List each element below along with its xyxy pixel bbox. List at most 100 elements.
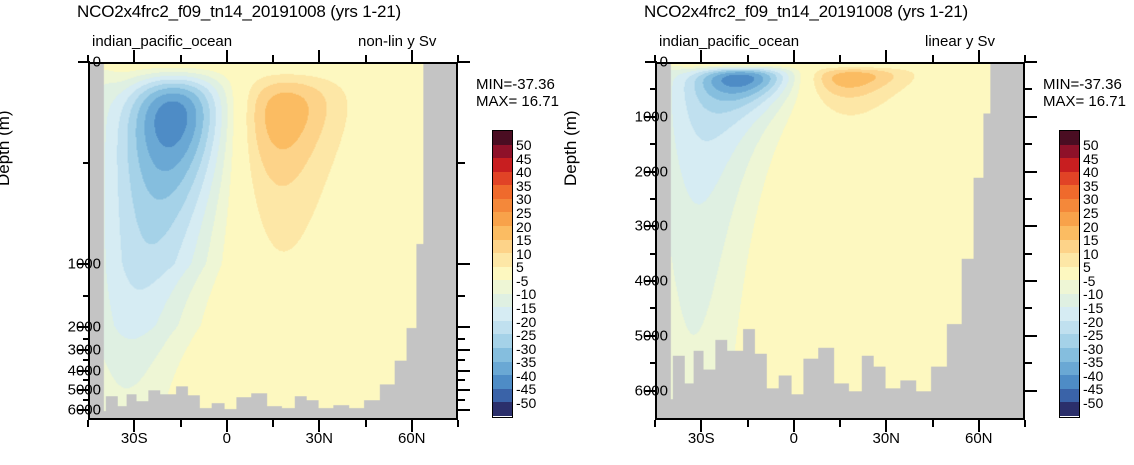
minmax-annotation: MIN=-37.36 MAX= 16.71 xyxy=(1043,76,1126,110)
y-tick-label: 5000 xyxy=(67,381,101,399)
colorbar xyxy=(1059,130,1080,418)
y-tick-label: 4000 xyxy=(67,362,101,380)
colorbar-segment xyxy=(493,307,512,321)
colorbar-tick-label: 45 xyxy=(1083,150,1099,167)
x-tick-major xyxy=(885,50,888,62)
colorbar-segment xyxy=(493,171,512,186)
colorbar-segment xyxy=(493,239,512,254)
y-tick-major xyxy=(1025,280,1037,283)
colorbar-segment xyxy=(1060,402,1079,416)
x-tick-label: 30N xyxy=(305,430,334,447)
colorbar-tick-label: 40 xyxy=(516,164,532,181)
colorbar-segment xyxy=(493,361,512,376)
plot-frame xyxy=(88,62,458,420)
x-tick-label: 60N xyxy=(397,430,426,447)
colorbar-tick-label: 10 xyxy=(1083,245,1099,262)
colorbar-segment xyxy=(1060,144,1079,159)
contour-canvas xyxy=(657,64,1023,418)
x-tick-major xyxy=(318,420,321,432)
y-tick-minor xyxy=(1025,197,1032,200)
colorbar-segment xyxy=(1060,212,1079,226)
max-value: MAX= 16.71 xyxy=(476,93,559,110)
colorbar-segment xyxy=(1060,334,1079,348)
y-tick-minor xyxy=(1025,143,1032,146)
x-tick-major xyxy=(225,50,228,62)
y-tick-label: 3000 xyxy=(67,341,101,359)
y-tick-major xyxy=(458,325,470,328)
y-tick-major xyxy=(645,389,657,392)
y-tick-major xyxy=(78,389,90,392)
colorbar-tick-label: -40 xyxy=(1083,367,1104,384)
colorbar-segment xyxy=(493,402,512,416)
y-tick-major xyxy=(458,349,470,352)
colorbar-tick-label: -45 xyxy=(1083,381,1104,398)
y-tick-major xyxy=(645,334,657,337)
y-tick-major xyxy=(645,170,657,173)
y-tick-major xyxy=(645,115,657,118)
colorbar-tick-label: 10 xyxy=(516,245,532,262)
panel-variant-label: linear y Sv xyxy=(925,33,996,50)
colorbar-tick-label: -40 xyxy=(516,367,537,384)
x-tick-minor xyxy=(931,55,934,62)
colorbar-segment xyxy=(493,158,512,172)
y-tick-major xyxy=(1025,115,1037,118)
colorbar-tick-label: -5 xyxy=(516,272,529,289)
min-value: MIN=-37.36 xyxy=(1043,76,1122,93)
x-tick-label: 0 xyxy=(222,430,231,447)
x-tick-label: 60N xyxy=(964,430,993,447)
x-tick-major xyxy=(133,420,136,432)
colorbar-tick-label: -10 xyxy=(1083,286,1104,303)
y-tick-major xyxy=(458,389,470,392)
colorbar-segment xyxy=(493,212,512,226)
x-tick-minor xyxy=(179,55,182,62)
y-tick-label: 6000 xyxy=(67,401,101,419)
colorbar-segment xyxy=(1060,280,1079,294)
colorbar-segment xyxy=(493,334,512,348)
colorbar-segment xyxy=(1060,225,1079,240)
colorbar-segment xyxy=(1060,293,1079,308)
colorbar-segment xyxy=(1060,266,1079,281)
y-tick-label: 0 xyxy=(92,53,101,71)
x-tick-minor xyxy=(87,55,89,62)
y-tick-label: 0 xyxy=(659,53,668,71)
colorbar-segment xyxy=(1060,198,1079,213)
colorbar-segment xyxy=(493,266,512,281)
y-tick-major xyxy=(78,325,90,328)
x-tick-label: 30S xyxy=(120,430,148,447)
colorbar-tick-label: 30 xyxy=(516,191,532,208)
x-tick-minor xyxy=(839,420,841,427)
colorbar-tick-label: -20 xyxy=(516,313,537,330)
panel-nonlinear-depth: NCO2x4frc2_f09_tn14_20191008 (yrs 1-21) … xyxy=(0,2,559,447)
x-tick-major xyxy=(700,50,703,62)
colorbar-tick-label: -35 xyxy=(516,354,537,371)
minmax-annotation: MIN=-37.36 MAX= 16.71 xyxy=(476,76,559,110)
y-tick-minor xyxy=(650,88,657,91)
x-tick-minor xyxy=(457,55,459,62)
y-tick-minor xyxy=(83,379,90,382)
y-tick-major xyxy=(458,61,470,63)
colorbar-segment xyxy=(493,388,512,403)
colorbar-tick-label: 35 xyxy=(1083,177,1099,194)
y-tick-label: 3000 xyxy=(634,217,668,235)
y-tick-minor xyxy=(1025,88,1032,91)
panel-variant-label: non-lin y Sv xyxy=(358,33,437,50)
y-tick-minor xyxy=(458,162,465,165)
x-tick-minor xyxy=(654,420,656,427)
y-axis-label: Depth (m) xyxy=(0,110,13,186)
y-tick-label: 4000 xyxy=(634,272,668,290)
plot-frame xyxy=(655,62,1025,420)
x-tick-minor xyxy=(364,420,367,427)
colorbar-segment xyxy=(1060,131,1079,145)
y-tick-major xyxy=(1025,334,1037,337)
max-value: MAX= 16.71 xyxy=(1043,93,1126,110)
x-tick-major xyxy=(977,50,980,62)
colorbar-tick-label: -30 xyxy=(1083,340,1104,357)
x-tick-minor xyxy=(272,420,274,427)
y-tick-major xyxy=(645,280,657,283)
colorbar-segment xyxy=(1060,253,1079,267)
panel-title: NCO2x4frc2_f09_tn14_20191008 (yrs 1-21) xyxy=(644,2,968,21)
colorbar-tick-label: 15 xyxy=(516,232,532,249)
y-tick-major xyxy=(458,408,470,411)
colorbar-segment xyxy=(493,253,512,267)
colorbar-tick-label: 45 xyxy=(516,150,532,167)
